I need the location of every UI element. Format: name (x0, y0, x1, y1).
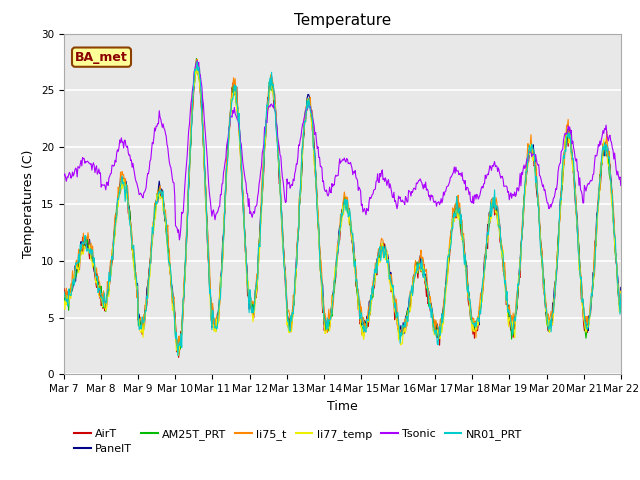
Title: Temperature: Temperature (294, 13, 391, 28)
X-axis label: Time: Time (327, 400, 358, 413)
Text: BA_met: BA_met (75, 51, 128, 64)
Legend: AirT, PanelT, AM25T_PRT, li75_t, li77_temp, Tsonic, NR01_PRT: AirT, PanelT, AM25T_PRT, li75_t, li77_te… (70, 424, 527, 459)
Y-axis label: Temperatures (C): Temperatures (C) (22, 150, 35, 258)
